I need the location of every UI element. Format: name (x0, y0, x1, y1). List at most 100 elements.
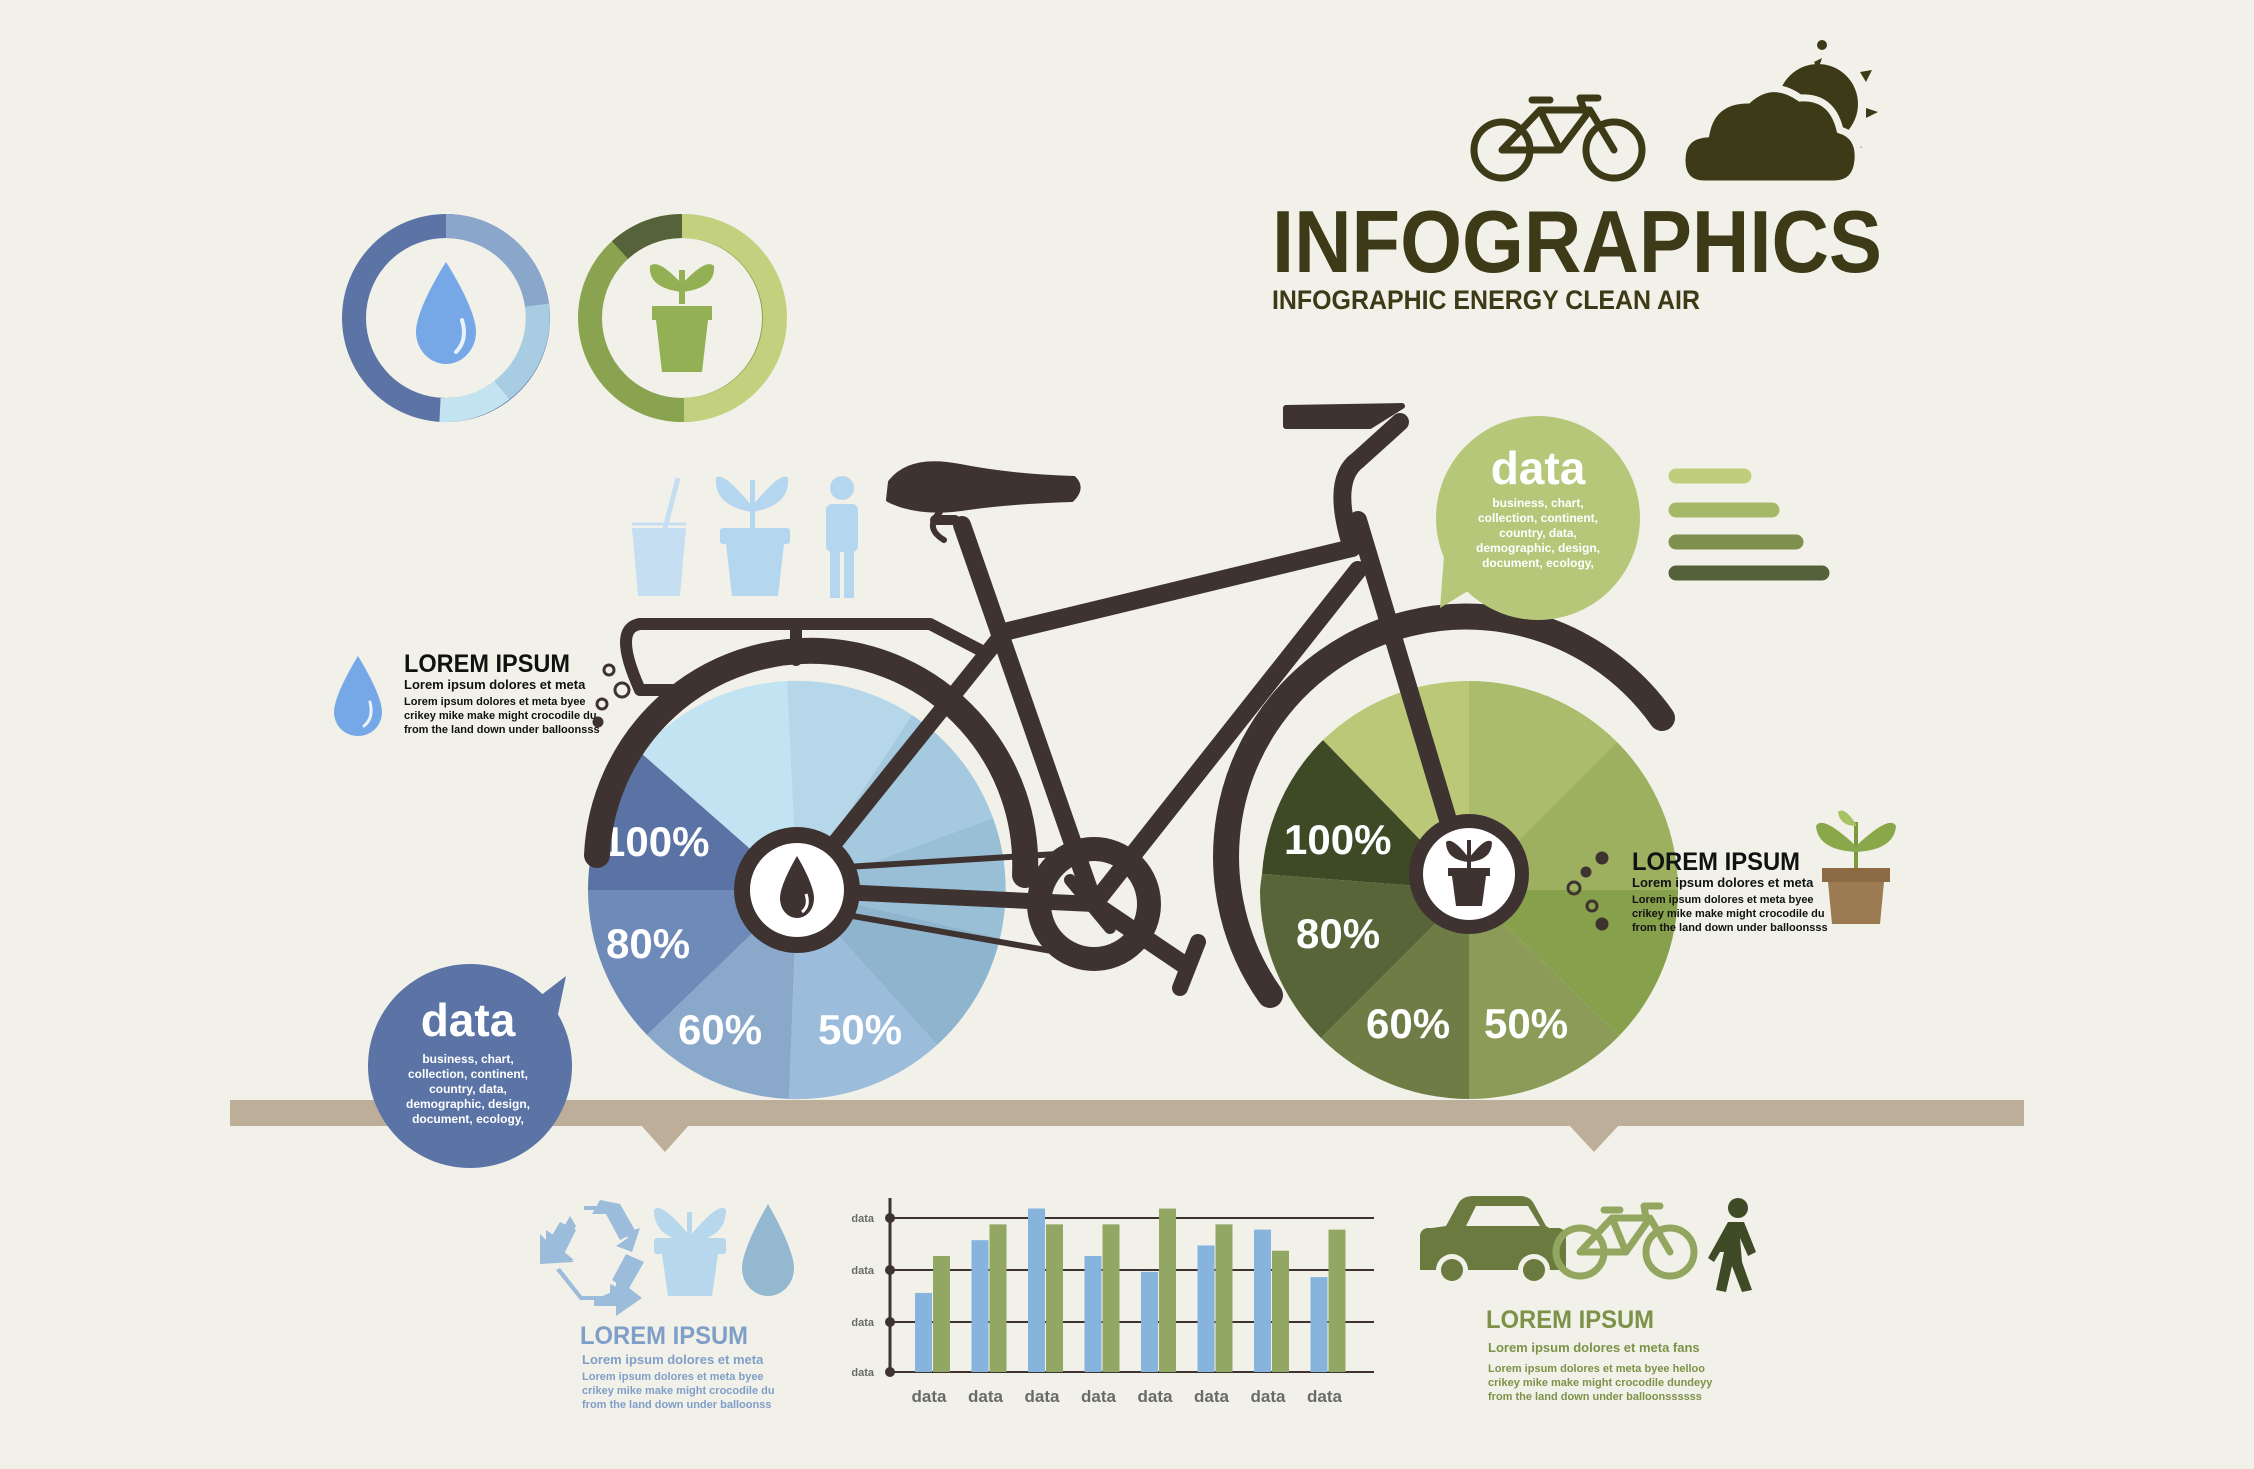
plant-pot-icon (649, 264, 715, 372)
bubble-right-line-5: document, ecology, (1482, 556, 1594, 570)
right-dots (1566, 851, 1609, 931)
left-wheel-slice (588, 890, 797, 1035)
chart-x-tick-label: data (968, 1387, 1004, 1406)
left-dots (592, 663, 631, 728)
chart-y-tick-label: data (851, 1265, 875, 1277)
lorem-left-line-1: Lorem ipsum dolores et meta (404, 677, 586, 692)
right-wheel-label-100: 100% (1284, 816, 1391, 863)
left-wheel-label-50: 50% (818, 1006, 902, 1053)
bar-chart: data data data data data data data data data data… (851, 1198, 1374, 1406)
lorem-bottom-right-line-1: Lorem ipsum dolores et meta fans (1488, 1340, 1700, 1355)
bubble-left-title: data (421, 994, 516, 1046)
chart-bar (933, 1256, 950, 1372)
bubble-right-line-2: collection, continent, (1478, 511, 1598, 525)
lorem-bottom-left-line-4: from the land down under balloonss (582, 1399, 771, 1411)
hub-plant-icon (1446, 840, 1492, 906)
lorem-right-line-4: from the land down under balloonsss (1632, 922, 1828, 934)
lorem-right-line-3: crikey mike make might crocodile du (1632, 908, 1825, 920)
header-bicycle-icon (1470, 94, 1646, 182)
lorem-right-title: LOREM IPSUM (1632, 848, 1800, 876)
data-bubble-left: data business, chart, collection, contin… (368, 964, 572, 1168)
chart-bar (1084, 1256, 1102, 1372)
lorem-right-line-2: Lorem ipsum dolores et meta byee (1632, 894, 1814, 906)
chart-bar (1254, 1229, 1271, 1372)
bubble-left-line-4: demographic, design, (406, 1097, 530, 1111)
left-wheel-slice (797, 715, 993, 890)
bubble-right-line-4: demographic, design, (1476, 541, 1600, 555)
rear-rack (620, 618, 986, 696)
water-donut (342, 214, 550, 423)
right-wheel-label-80: 80% (1296, 910, 1380, 957)
bicycle-frame (584, 403, 1675, 1008)
green-level-bars (1668, 468, 1830, 581)
lorem-left-line-3: crikey mike make might crocodile du (404, 710, 597, 722)
chain (827, 849, 1093, 959)
page-title: INFOGRAPHICS (1272, 192, 1882, 291)
lorem-bottom-left-line-2: Lorem ipsum dolores et meta byee (582, 1371, 764, 1383)
chart-bar (1159, 1208, 1176, 1372)
water-drop-icon (416, 262, 476, 364)
chart-x-tick-label: data (1194, 1387, 1230, 1406)
data-bubble-right: data business, chart, collection, contin… (1436, 416, 1640, 620)
chart-bar (1272, 1250, 1289, 1372)
lorem-bottom-right-line-4: from the land down under balloonssssss (1488, 1391, 1702, 1403)
chart-y-tick-label: data (851, 1213, 875, 1225)
recycle-icon (540, 1200, 644, 1316)
right-wheel-slice (1469, 890, 1679, 1036)
chart-x-tick-label: data (1307, 1387, 1343, 1406)
bubble-right-title: data (1491, 442, 1586, 494)
walking-person-icon (1708, 1198, 1756, 1292)
chart-y-tick-label: data (851, 1317, 875, 1329)
page-subtitle: INFOGRAPHIC ENERGY CLEAN AIR (1272, 285, 1700, 315)
right-wheel-slice (1259, 890, 1469, 1038)
chart-x-tick-label: data (1251, 1387, 1287, 1406)
left-wheel-label-100: 100% (602, 818, 709, 865)
lorem-left-title: LOREM IPSUM (404, 650, 570, 678)
pedal (1172, 934, 1206, 996)
chart-bar (1102, 1224, 1120, 1372)
top-tube (995, 539, 1361, 641)
bubble-left-line-3: country, data, (429, 1082, 507, 1096)
bubble-left-line-2: collection, continent, (408, 1067, 528, 1081)
hub-water-drop-icon (780, 856, 814, 918)
down-tube (1085, 561, 1367, 913)
bottom-plant-icon (654, 1207, 726, 1296)
chart-bar (1028, 1208, 1045, 1372)
left-wheel-chart (588, 680, 1006, 1100)
right-wheel-slice (1469, 890, 1619, 1100)
small-plant-icon (715, 476, 790, 596)
left-wheel-slice (640, 681, 797, 890)
chart-bar (1197, 1245, 1215, 1372)
left-wheel-label-80: 80% (606, 920, 690, 967)
chart-bar (915, 1292, 932, 1372)
potted-plant-icon (1816, 810, 1896, 924)
lorem-bottom-left-line-1: Lorem ipsum dolores et meta (582, 1352, 764, 1367)
bubble-right-line-3: country, data, (1499, 526, 1577, 540)
person-icon (826, 476, 858, 598)
chart-x-tick-label: data (1138, 1387, 1174, 1406)
saddle (886, 461, 1081, 513)
lorem-bottom-right-title: LOREM IPSUM (1486, 1306, 1654, 1334)
glass-icon (632, 477, 686, 596)
pedal-crank (1085, 895, 1195, 975)
chart-bar (1310, 1277, 1328, 1372)
front-fender (1213, 603, 1675, 1008)
chart-bar (1215, 1224, 1233, 1372)
handlebar (1283, 403, 1405, 429)
chart-x-tick-label: data (1025, 1387, 1061, 1406)
left-wheel-slice (797, 818, 1006, 938)
bottom-bicycle-icon (1552, 1202, 1698, 1280)
left-wheel-slice (647, 890, 797, 1099)
left-drop-icon (334, 656, 382, 736)
bubble-left-line-5: document, ecology, (412, 1112, 524, 1126)
front-hub (1409, 814, 1529, 934)
right-wheel-label-50: 50% (1484, 1000, 1568, 1047)
chart-bar (971, 1240, 989, 1372)
lorem-right-line-1: Lorem ipsum dolores et meta (1632, 875, 1814, 890)
bubble-right-line-1: business, chart, (1492, 496, 1583, 510)
chart-bar (1328, 1229, 1346, 1372)
chart-y-tick-label: data (851, 1367, 875, 1379)
chart-x-tick-label: data (1081, 1387, 1117, 1406)
